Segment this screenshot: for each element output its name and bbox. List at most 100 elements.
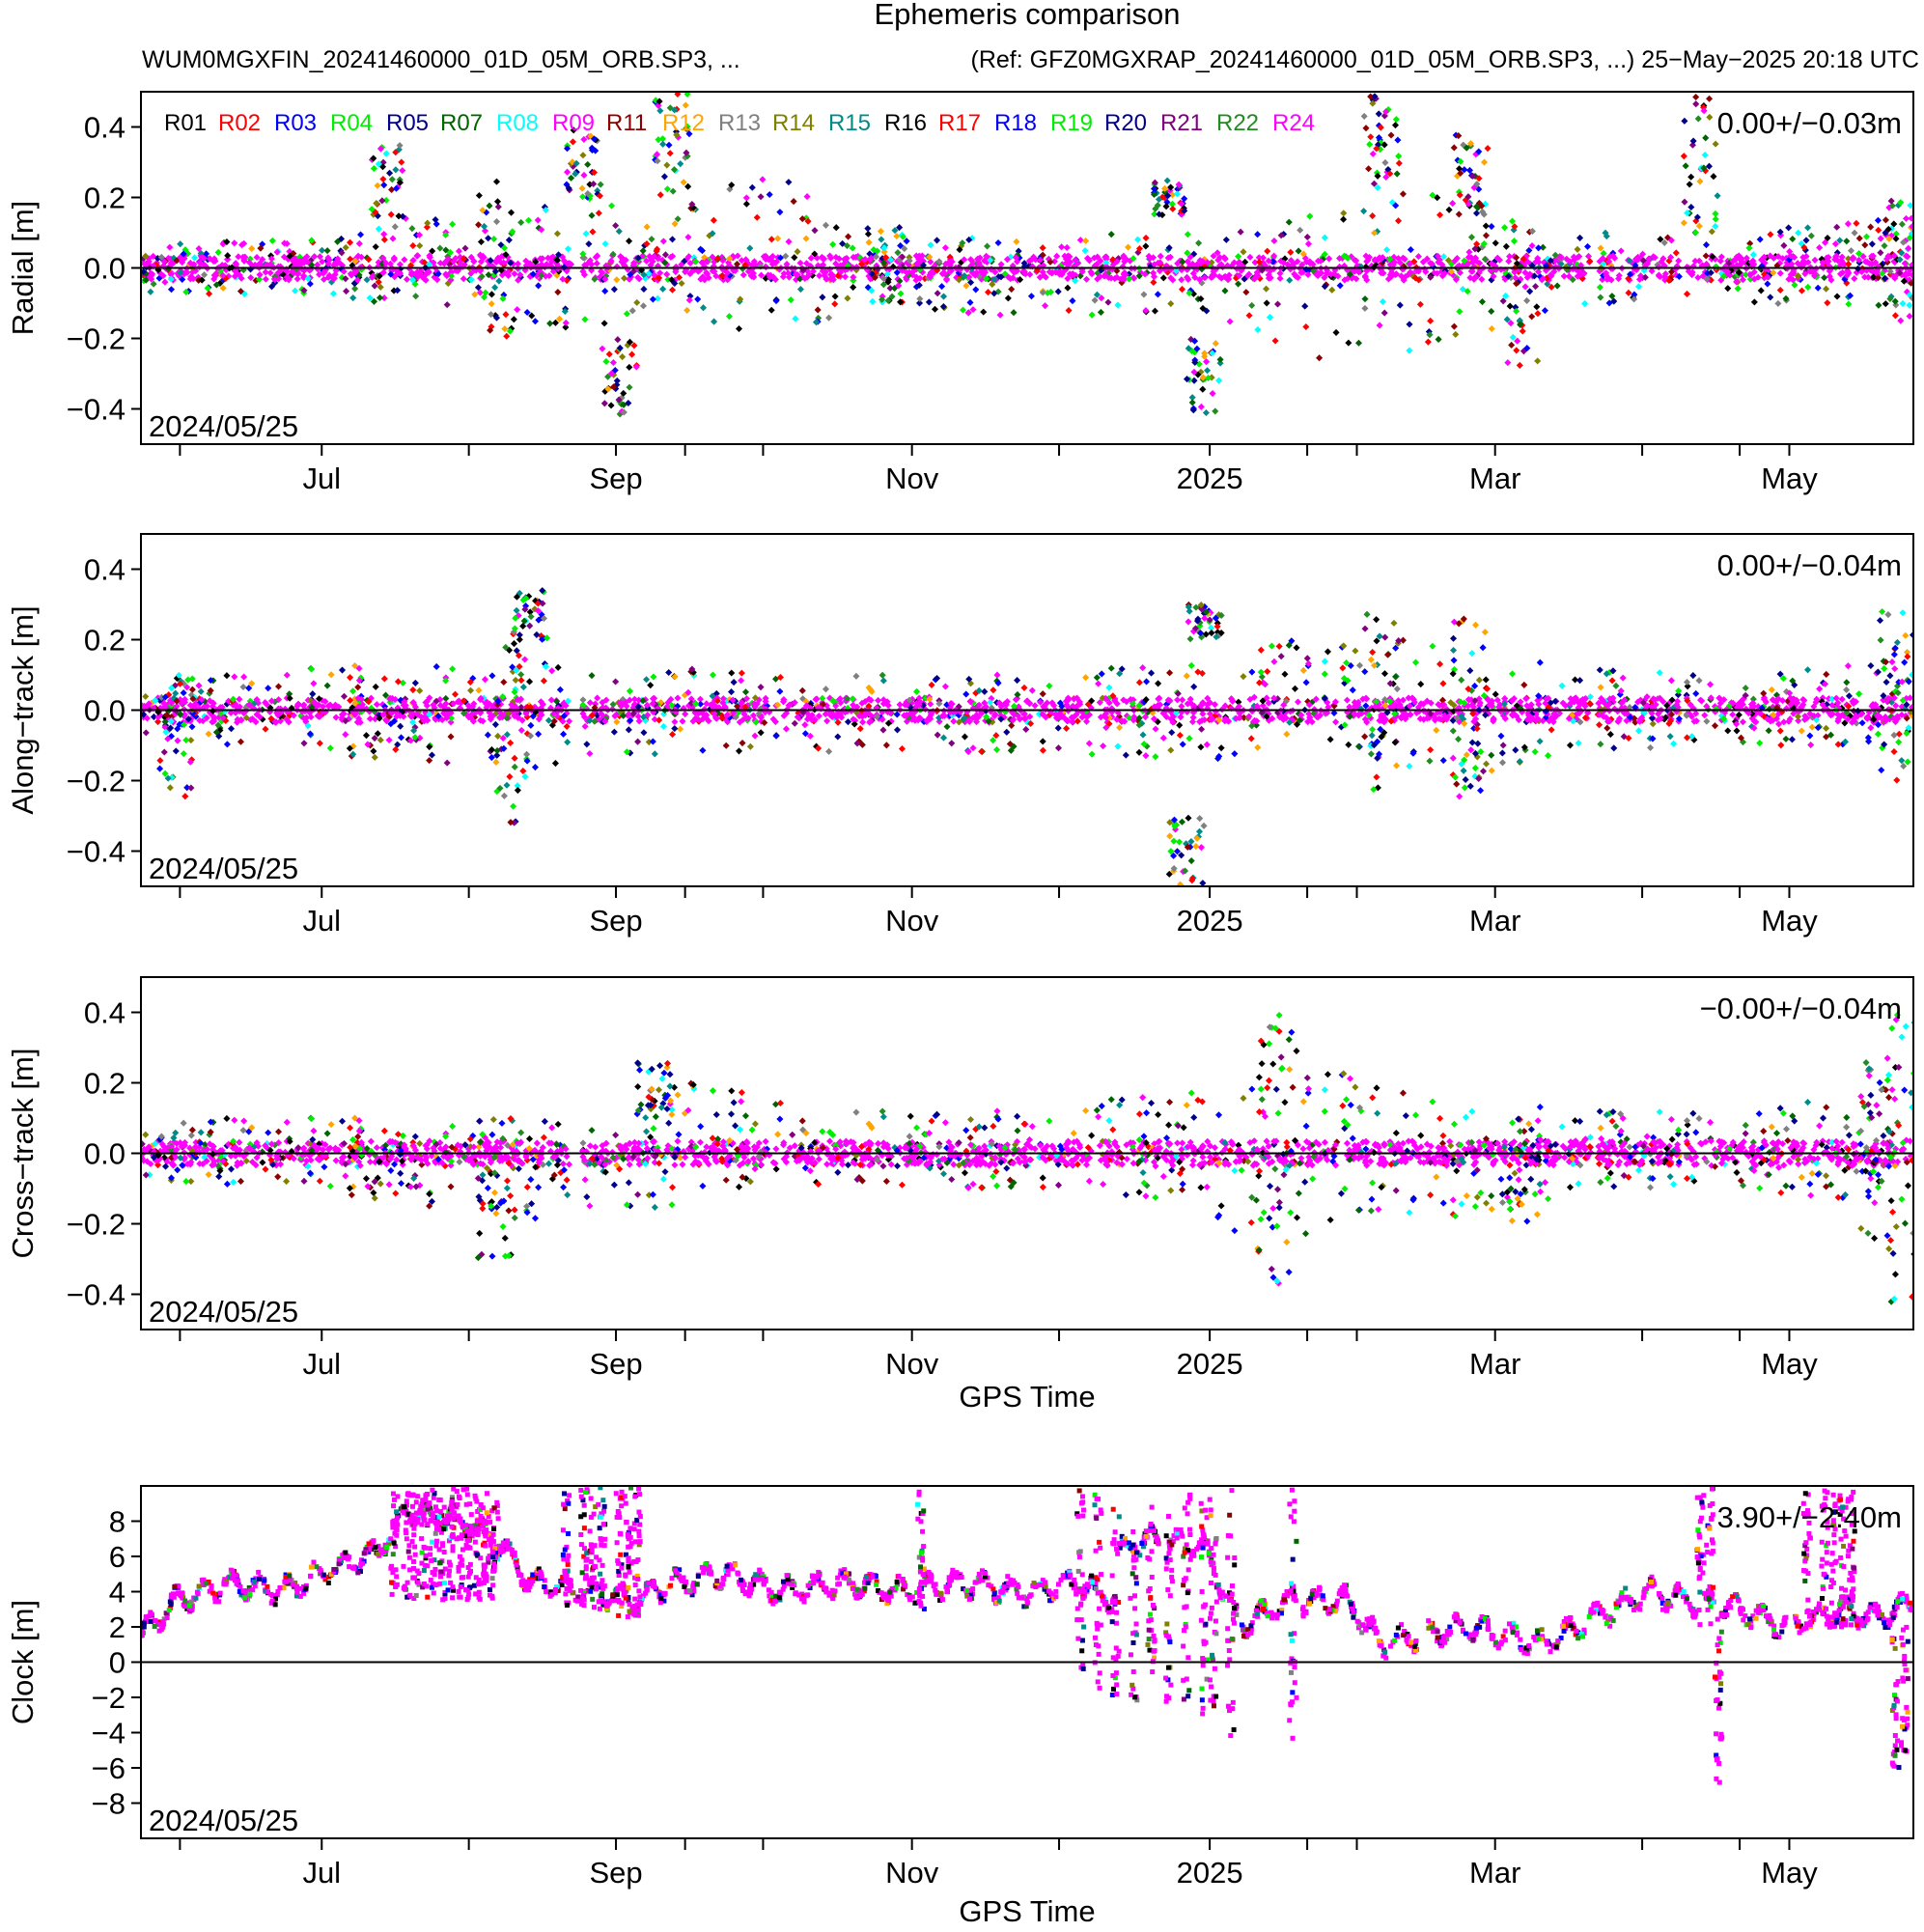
data-point — [1757, 287, 1765, 294]
legend-entry-r01: R01 — [164, 110, 207, 136]
data-point — [1159, 274, 1167, 282]
data-point — [1417, 681, 1425, 688]
data-point — [1167, 300, 1175, 308]
data-point — [1875, 226, 1882, 234]
data-point — [938, 283, 946, 291]
data-point — [1617, 247, 1625, 255]
data-point — [1858, 719, 1866, 727]
data-point — [1566, 742, 1575, 749]
data-point — [1270, 237, 1278, 245]
data-point — [486, 202, 493, 210]
data-point — [751, 732, 759, 740]
data-point — [1248, 301, 1256, 309]
data-point — [1492, 239, 1499, 247]
data-point — [728, 688, 736, 696]
data-point — [560, 730, 568, 738]
data-point — [235, 253, 242, 261]
data-point — [682, 267, 689, 276]
data-point — [1861, 241, 1869, 249]
data-point — [1273, 300, 1282, 308]
data-point — [394, 678, 402, 686]
data-point — [1597, 741, 1604, 748]
data-point — [507, 739, 515, 747]
data-point — [591, 275, 599, 283]
legend-entry-r17: R17 — [938, 110, 981, 136]
data-point — [525, 216, 533, 224]
data-point — [1198, 725, 1206, 733]
data-point — [875, 696, 882, 704]
data-point — [1750, 298, 1758, 306]
data-point — [776, 254, 784, 262]
data-point — [1497, 732, 1505, 740]
data-point — [623, 310, 630, 318]
data-point — [316, 740, 323, 747]
data-point — [262, 725, 269, 733]
data-point — [600, 320, 608, 327]
data-point — [1798, 287, 1806, 294]
data-point — [1212, 407, 1219, 415]
data-point — [1504, 359, 1512, 367]
data-point — [1687, 203, 1695, 211]
x-tick-label: Nov — [885, 462, 939, 495]
data-point — [327, 671, 335, 679]
data-point — [959, 239, 966, 247]
data-point — [447, 733, 455, 741]
data-point — [1355, 661, 1364, 669]
data-point — [1612, 682, 1620, 689]
data-point — [337, 235, 346, 242]
data-point — [554, 288, 562, 296]
data-point — [1505, 258, 1513, 266]
data-point — [349, 687, 357, 695]
data-point — [674, 694, 682, 702]
data-point — [390, 256, 398, 264]
data-point — [1254, 325, 1262, 333]
data-point — [347, 674, 354, 682]
data-point — [1708, 228, 1715, 236]
data-point — [1022, 725, 1030, 733]
data-point — [332, 714, 340, 721]
data-point — [1583, 242, 1592, 250]
data-point — [645, 269, 653, 277]
data-point — [1349, 686, 1356, 694]
data-point — [256, 271, 264, 279]
data-point — [1097, 308, 1104, 316]
data-point — [897, 290, 905, 297]
data-point — [1095, 680, 1102, 687]
data-point — [748, 183, 756, 191]
data-point — [1847, 247, 1855, 255]
data-point — [1695, 222, 1703, 230]
data-point — [1054, 724, 1062, 732]
data-point — [1821, 274, 1828, 282]
data-point — [1380, 309, 1388, 317]
data-point — [678, 279, 685, 288]
data-point — [1064, 284, 1072, 292]
data-point — [1204, 367, 1212, 375]
data-point — [523, 750, 531, 758]
data-point — [659, 285, 667, 293]
data-point — [1176, 731, 1184, 740]
data-point — [738, 669, 745, 677]
data-point — [984, 242, 991, 250]
data-point — [1574, 245, 1581, 253]
legend-entry-r07: R07 — [440, 110, 483, 136]
data-point — [1608, 677, 1616, 685]
data-point — [1656, 669, 1663, 677]
data-point — [1844, 220, 1852, 228]
data-point — [682, 101, 689, 109]
data-point — [607, 402, 615, 409]
data-point — [1014, 677, 1021, 685]
data-point — [1877, 249, 1884, 257]
data-point — [1439, 680, 1447, 687]
data-point — [1502, 242, 1510, 250]
data-point — [1140, 291, 1148, 298]
data-point — [1649, 720, 1657, 728]
data-point — [1199, 385, 1207, 393]
data-point — [663, 161, 671, 169]
data-point — [1339, 664, 1347, 672]
data-point — [613, 377, 621, 384]
data-point — [639, 247, 647, 255]
data-point — [379, 254, 387, 262]
data-point — [589, 228, 597, 236]
